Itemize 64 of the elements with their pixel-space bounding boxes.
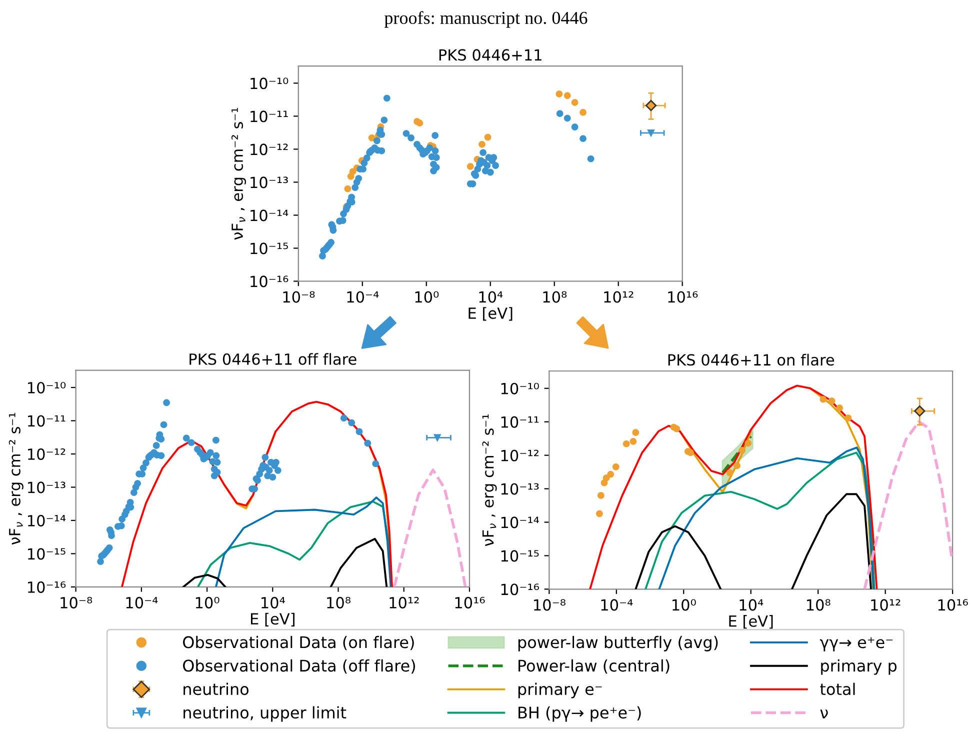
legend-label: BH (pγ→ pe⁺e⁻) [518, 706, 641, 722]
y-tick-label: 10⁻¹⁵ [501, 550, 539, 562]
y-tick-label: 10⁻¹¹ [250, 110, 288, 122]
legend-label: γγ→ e⁺e⁻ [820, 637, 893, 652]
legend-label: primary e⁻ [518, 682, 602, 698]
x-tick-label: 10¹² [604, 291, 634, 303]
y-tick-label: 10⁻¹² [28, 448, 66, 460]
y-tick-label: 10⁻¹⁴ [250, 210, 288, 222]
y-axis-title: νF$_{ν}$ , erg cm⁻² s⁻¹ [482, 414, 497, 546]
x-tick-label: 10¹⁶ [938, 599, 968, 611]
legend-label: power-law butterfly (avg) [518, 636, 718, 652]
y-tick-label: 10⁻¹⁰ [250, 78, 288, 90]
y-tick-label: 10⁻¹³ [501, 483, 539, 495]
y-tick-label: 10⁻¹⁶ [501, 584, 539, 596]
y-tick-label: 10⁻¹¹ [28, 415, 66, 427]
y-tick-label: 10⁻¹⁶ [250, 276, 288, 288]
x-tick-label: 10⁸ [327, 596, 350, 608]
x-tick-label: 10⁻⁴ [126, 596, 158, 608]
x-tick-label: 10¹² [390, 596, 419, 608]
x-tick-label: 10⁰ [415, 291, 439, 303]
y-tick-label: 10⁻¹³ [250, 176, 288, 188]
y-tick-label: 10⁻¹⁴ [501, 516, 539, 528]
x-axis-title: E [eV] [251, 612, 294, 626]
chart-title: PKS 0446+11 [439, 49, 542, 61]
chart-title: PKS 0446+11 off flare [190, 353, 356, 365]
x-tick-label: 10⁰ [196, 596, 220, 608]
x-tick-label: 10¹⁶ [668, 291, 698, 303]
y-tick-label: 10⁻¹¹ [501, 416, 539, 428]
x-tick-label: 10⁻⁸ [283, 291, 315, 303]
chart-title: PKS 0446+11 on flare [668, 354, 834, 366]
y-tick-label: 10⁻¹⁶ [28, 581, 66, 593]
y-tick-label: 10⁻¹² [250, 144, 288, 156]
x-tick-label: 10⁻⁸ [534, 599, 566, 611]
y-tick-label: 10⁻¹⁴ [28, 514, 66, 526]
y-tick-label: 10⁻¹⁵ [250, 242, 288, 254]
y-tick-label: 10⁻¹⁵ [28, 548, 66, 560]
x-tick-label: 10¹² [871, 599, 900, 611]
legend-label: Power-law (central) [518, 659, 670, 674]
y-axis-title: νF$_{ν}$ , erg cm⁻² s⁻¹ [231, 108, 246, 240]
x-tick-label: 10⁰ [672, 599, 696, 611]
legend-label: ν [820, 710, 828, 718]
x-tick-label: 10⁸ [806, 599, 830, 611]
x-tick-label: 10⁻⁴ [601, 599, 633, 611]
x-axis-title: E [eV] [729, 615, 773, 629]
legend-label: neutrino [184, 682, 248, 696]
y-tick-label: 10⁻¹³ [28, 482, 66, 494]
y-tick-label: 10⁻¹⁰ [501, 382, 539, 394]
x-tick-label: 10¹⁶ [455, 596, 485, 608]
x-tick-label: 10⁴ [479, 291, 503, 303]
y-axis-title: νF$_{ν}$ , erg cm⁻² s⁻¹ [8, 412, 24, 545]
x-tick-label: 10⁸ [543, 291, 567, 303]
legend-label: primary p [821, 659, 897, 675]
legend-label: neutrino, upper limit [184, 706, 346, 722]
x-tick-label: 10⁻⁴ [347, 291, 379, 303]
x-tick-label: 10⁴ [262, 596, 285, 608]
text: proofs: manuscript no. 0446 [384, 11, 588, 28]
legend-label: Observational Data (on flare) [183, 636, 414, 650]
legend-label: total [820, 682, 855, 696]
x-tick-label: 10⁴ [740, 599, 764, 611]
x-axis-title: E [eV] [468, 307, 512, 321]
y-tick-label: 10⁻¹⁰ [28, 382, 66, 394]
x-tick-label: 10⁻⁸ [60, 596, 92, 608]
y-tick-label: 10⁻¹² [501, 450, 538, 462]
legend-label: Observational Data (off flare) [183, 659, 415, 674]
